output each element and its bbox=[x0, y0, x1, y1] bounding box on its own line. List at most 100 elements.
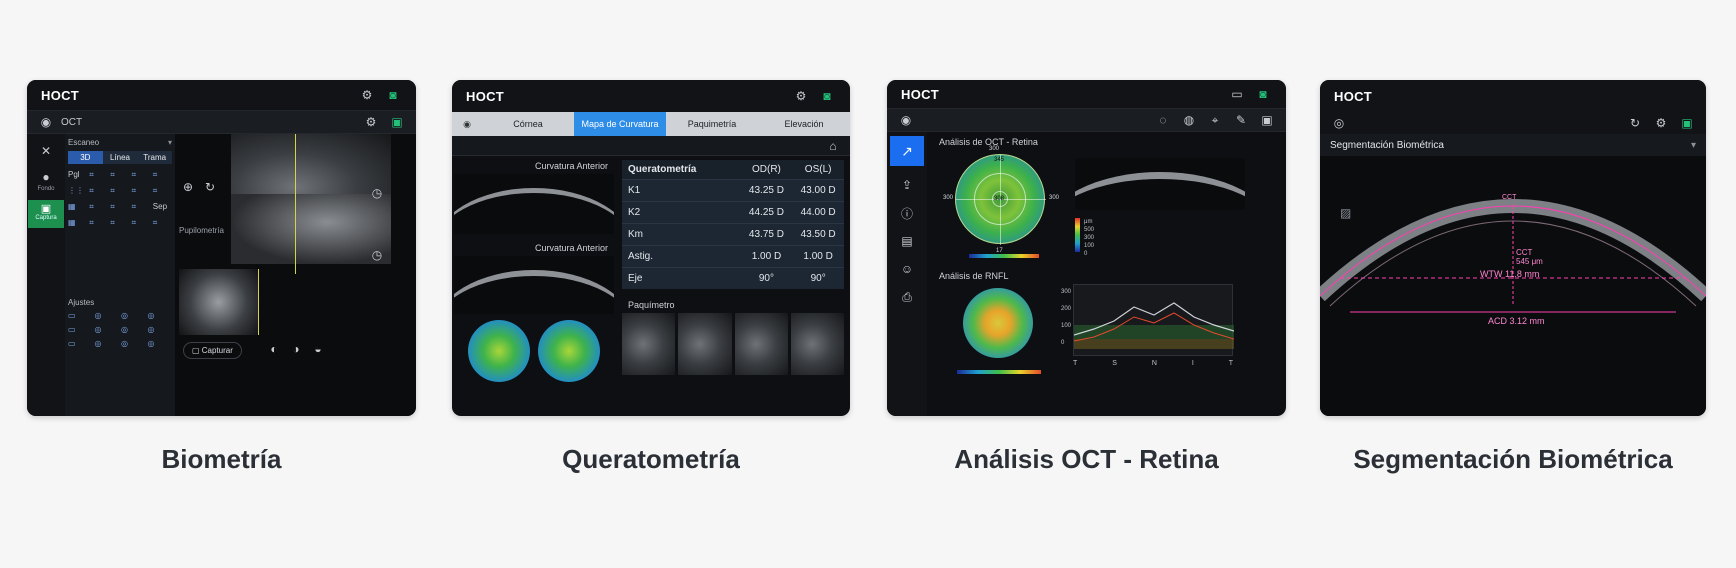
capture-icon[interactable]: ▣ bbox=[1681, 116, 1693, 130]
pattern-icon[interactable]: ⌗ bbox=[89, 202, 94, 211]
rotate-icon[interactable]: ↻ bbox=[204, 180, 216, 194]
pattern-icon[interactable]: ⌗ bbox=[152, 218, 158, 227]
adjust-icon[interactable]: ◎ bbox=[147, 311, 155, 320]
analysis-nav-icon[interactable]: ↗ bbox=[890, 136, 924, 166]
grid-label: Pgl bbox=[68, 170, 80, 179]
info-icon[interactable]: ⓘ bbox=[900, 206, 913, 221]
app-bar: HOCT ▭ ◙ bbox=[887, 80, 1286, 108]
eye-icon[interactable]: ◉ bbox=[463, 118, 471, 129]
top-marker: CCT bbox=[1502, 194, 1517, 201]
capture-icon[interactable]: ▣ bbox=[391, 115, 403, 129]
grid-value: 300 bbox=[943, 195, 954, 201]
section-header: Segmentación Biométrica ▾ bbox=[1320, 134, 1706, 156]
pattern-icon[interactable]: ⌗ bbox=[131, 202, 137, 211]
cornea-scan-2 bbox=[454, 256, 614, 314]
camera-icon[interactable]: ◙ bbox=[823, 89, 831, 103]
pattern-icon[interactable]: ▦ bbox=[68, 218, 76, 227]
user-icon[interactable]: ☺ bbox=[900, 262, 914, 276]
row-od: 90° bbox=[758, 273, 774, 284]
tab-cornea[interactable]: Córnea bbox=[513, 119, 543, 129]
tab-paquimetria[interactable]: Paquimetría bbox=[687, 119, 737, 129]
pattern-icon[interactable]: ⌗ bbox=[131, 186, 137, 195]
adjust-icon[interactable]: ▭ bbox=[68, 311, 76, 320]
tool-icon[interactable]: ◑ bbox=[292, 342, 300, 356]
pattern-icon[interactable]: ⌗ bbox=[110, 170, 115, 179]
settings-icon[interactable]: ⚙ bbox=[795, 89, 807, 103]
capture-button-label: Capturar bbox=[201, 346, 233, 355]
eye-icon[interactable]: ◉ bbox=[900, 113, 912, 127]
refresh-icon[interactable]: ↻ bbox=[1629, 116, 1641, 130]
rnfl-section: 300 200 100 0 T S N I T bbox=[933, 284, 1280, 404]
bscan-image bbox=[1075, 158, 1245, 210]
adjust-icon[interactable]: ◎ bbox=[121, 325, 128, 334]
curvature-maps bbox=[454, 320, 614, 382]
nav-item-captura[interactable]: ▣ Captura bbox=[28, 200, 64, 228]
image-icon[interactable]: ▨ bbox=[1340, 206, 1352, 220]
scan-header: Escaneo ▾ bbox=[68, 138, 172, 147]
tool-icon[interactable]: ◒ bbox=[314, 342, 322, 356]
pattern-grid: Pgl ⌗ ⌗ ⌗ ⌗ ⋮⋮ ⌗ ⌗ ⌗ ⌗ ▦ ⌗ ⌗ ⌗ Sep ▦ ⌗ ⌗ ⌗ ⌗ bbox=[68, 170, 172, 228]
row-label: Astig. bbox=[628, 251, 654, 262]
zoom-icon[interactable]: ⊕ bbox=[182, 180, 194, 194]
adjust-icon[interactable]: ◎ bbox=[121, 339, 128, 348]
eye-icon[interactable]: ◎ bbox=[1333, 116, 1345, 130]
tab-elevacion[interactable]: Elevación bbox=[784, 119, 824, 129]
pattern-icon[interactable]: ⋮⋮ bbox=[68, 186, 84, 195]
tool-icon[interactable]: ✎ bbox=[1235, 113, 1247, 127]
capture-button[interactable]: ▢ Capturar bbox=[183, 342, 242, 359]
tool-icon[interactable]: ▣ bbox=[1261, 113, 1273, 127]
settings-icon[interactable]: ⚙ bbox=[1655, 116, 1667, 130]
app-bar: HOCT ⚙ ◙ bbox=[452, 80, 850, 112]
camera-icon[interactable]: ◙ bbox=[1259, 87, 1267, 101]
save-icon[interactable]: ▤ bbox=[901, 234, 913, 248]
tab-linea[interactable]: Línea bbox=[109, 153, 131, 162]
print-icon[interactable]: ⎙ bbox=[902, 289, 912, 304]
pattern-icon[interactable]: ⌗ bbox=[131, 218, 137, 227]
tab-3d[interactable]: 3D bbox=[68, 151, 103, 164]
eye-icon[interactable]: ◉ bbox=[40, 115, 52, 129]
pattern-icon[interactable]: ⌗ bbox=[89, 186, 94, 195]
tool-icon[interactable]: ◍ bbox=[1183, 113, 1195, 127]
chevron-down-icon[interactable]: ▾ bbox=[1690, 139, 1696, 151]
pattern-icon[interactable]: ▦ bbox=[68, 202, 76, 211]
camera-icon[interactable]: ◙ bbox=[389, 88, 397, 102]
pattern-icon[interactable]: ⌗ bbox=[152, 186, 158, 195]
scan-view: ⊕ ↻ Pupilometría ◷ ◷ ▢ Capturar ◐ ◑ ◒ bbox=[175, 134, 416, 416]
camera-nav-icon: ▣ bbox=[40, 203, 52, 215]
pattern-icon[interactable]: ⌗ bbox=[89, 218, 94, 227]
x-tick: T bbox=[1073, 360, 1078, 367]
lock-icon[interactable]: ⌂ bbox=[829, 138, 837, 153]
tool-icon[interactable]: ◐ bbox=[270, 342, 278, 356]
tool-icon[interactable]: ◌ bbox=[1159, 113, 1167, 127]
app-logo: HOCT bbox=[466, 88, 505, 104]
tab-trama[interactable]: Trama bbox=[143, 153, 167, 162]
adjust-icon[interactable]: ◎ bbox=[147, 325, 155, 334]
expand-icon[interactable]: ◷ bbox=[371, 186, 383, 200]
nav-item-fondo[interactable]: ● Fondo bbox=[37, 168, 55, 192]
tab-mapa-curvatura[interactable]: Mapa de Curvatura bbox=[574, 112, 666, 136]
adjust-icon[interactable]: ◎ bbox=[94, 325, 102, 334]
pattern-icon[interactable]: ⌗ bbox=[110, 186, 115, 195]
export-icon[interactable]: ⇪ bbox=[901, 178, 913, 192]
adjust-icon[interactable]: ◎ bbox=[147, 339, 155, 348]
adjust-icon[interactable]: ◎ bbox=[94, 339, 102, 348]
od-curvature-map bbox=[468, 320, 530, 382]
pattern-icon[interactable]: ⌗ bbox=[152, 170, 158, 179]
adjust-icon[interactable]: ◎ bbox=[121, 311, 128, 320]
tools-icon[interactable]: ✕ bbox=[40, 144, 52, 158]
keratometry-panel: Queratometría OD(R) OS(L) K1 43.25 D 43.00… bbox=[616, 156, 850, 416]
pattern-icon[interactable]: ⌗ bbox=[131, 170, 137, 179]
pattern-icon[interactable]: ⌗ bbox=[110, 202, 115, 211]
settings-icon[interactable]: ⚙ bbox=[361, 88, 373, 102]
adjust-icon[interactable]: ▭ bbox=[68, 339, 76, 348]
pattern-icon[interactable]: ⌗ bbox=[89, 170, 94, 179]
expand-icon[interactable]: ◷ bbox=[371, 248, 383, 262]
app-bar: HOCT ⚙ ◙ bbox=[27, 80, 416, 110]
window-icon[interactable]: ▭ bbox=[1231, 87, 1243, 101]
adjust-icon[interactable]: ◎ bbox=[94, 311, 102, 320]
adjust-icon[interactable]: ▭ bbox=[68, 325, 76, 334]
row-od: 43.75 D bbox=[748, 229, 784, 240]
gear-icon[interactable]: ⚙ bbox=[365, 115, 377, 129]
tool-icon[interactable]: ⌖ bbox=[1211, 112, 1219, 127]
pattern-icon[interactable]: ⌗ bbox=[110, 218, 115, 227]
